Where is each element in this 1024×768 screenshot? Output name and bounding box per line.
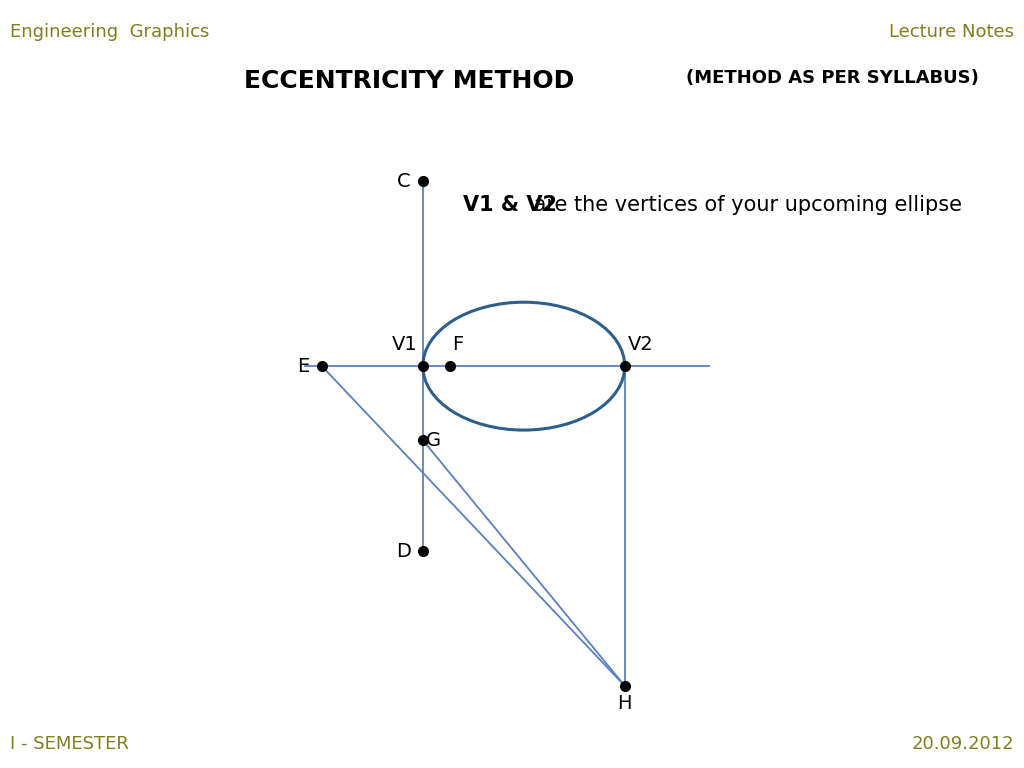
Text: H: H: [617, 694, 632, 713]
Text: C: C: [397, 171, 411, 190]
Text: F: F: [452, 335, 463, 354]
Text: ECCENTRICITY METHOD: ECCENTRICITY METHOD: [245, 69, 574, 93]
Text: Lecture Notes: Lecture Notes: [889, 23, 1014, 41]
Text: V2: V2: [628, 335, 653, 354]
Text: 20.09.2012: 20.09.2012: [911, 735, 1014, 753]
Text: G: G: [426, 431, 441, 450]
Text: are the vertices of your upcoming ellipse: are the vertices of your upcoming ellips…: [527, 194, 963, 214]
Text: V1 & V2: V1 & V2: [463, 194, 557, 214]
Text: I - SEMESTER: I - SEMESTER: [10, 735, 129, 753]
Text: (METHOD AS PER SYLLABUS): (METHOD AS PER SYLLABUS): [686, 69, 979, 87]
Text: E: E: [298, 356, 309, 376]
Text: Engineering  Graphics: Engineering Graphics: [10, 23, 210, 41]
Text: D: D: [396, 541, 411, 561]
Text: V1: V1: [392, 335, 418, 354]
